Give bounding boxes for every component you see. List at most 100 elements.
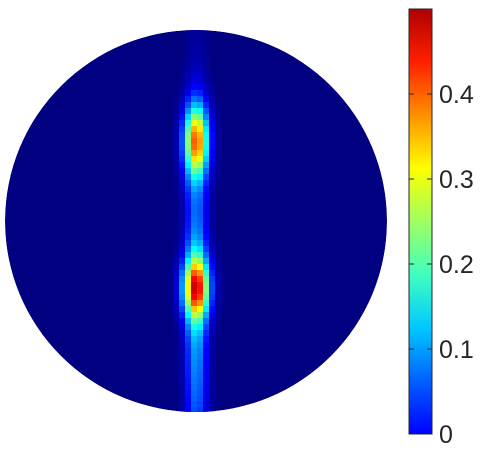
heatmap-cell (167, 294, 174, 301)
heatmap-cell (185, 324, 192, 331)
heatmap-cell (179, 288, 186, 295)
heatmap-cell (203, 246, 210, 253)
heatmap-cell (203, 210, 210, 217)
heatmap-cell (209, 198, 216, 205)
heatmap-cell (197, 288, 204, 295)
heatmap-cell (203, 222, 210, 229)
heatmap-cell (203, 48, 210, 55)
heatmap-cell (191, 36, 198, 43)
heatmap-cell (203, 126, 210, 133)
heatmap-cell (173, 288, 180, 295)
heatmap-cell (215, 132, 222, 139)
heatmap-cell (197, 372, 204, 379)
heatmap-cell (203, 30, 210, 37)
heatmap-cell (167, 282, 174, 289)
heatmap-cell (191, 210, 198, 217)
heatmap-cell (185, 378, 192, 385)
heatmap-cell (185, 306, 192, 313)
heatmap-cell (185, 162, 192, 169)
heatmap-cell (209, 162, 216, 169)
colorbar-frame (408, 8, 433, 435)
heatmap-cell (197, 366, 204, 373)
heatmap-cell (191, 270, 198, 277)
heatmap-cell (191, 48, 198, 55)
heatmap-cell (191, 120, 198, 127)
heatmap-cell (203, 378, 210, 385)
heatmap-cell (173, 324, 180, 331)
heatmap-cell (197, 264, 204, 271)
heatmap-cell (203, 174, 210, 181)
heatmap-cell (191, 276, 198, 283)
heatmap-cell (203, 300, 210, 307)
heatmap-cell (215, 180, 222, 187)
heatmap-cell (191, 348, 198, 355)
heatmap-cell (179, 318, 186, 325)
heatmap-cell (191, 360, 198, 367)
heatmap-cell (185, 330, 192, 337)
heatmap-cell (203, 366, 210, 373)
heatmap-cell (191, 84, 198, 91)
heatmap-cell (203, 144, 210, 151)
heatmap-cell (197, 36, 204, 43)
heatmap-cell (197, 408, 204, 412)
heatmap-cell (185, 102, 192, 109)
heatmap-cell (203, 132, 210, 139)
heatmap-cell (173, 156, 180, 163)
heatmap-cell (173, 198, 180, 205)
heatmap-cell (167, 276, 174, 283)
colorbar-gradient (409, 9, 432, 434)
heatmap-cell (197, 216, 204, 223)
heatmap-cell (203, 360, 210, 367)
heatmap-cell (179, 210, 186, 217)
heatmap-cell (191, 150, 198, 157)
heatmap-cell (209, 120, 216, 127)
heatmap-cell (179, 108, 186, 115)
heatmap-cell (191, 336, 198, 343)
heatmap-cell (209, 366, 216, 373)
heatmap-cell (179, 72, 186, 79)
heatmap-cell (185, 300, 192, 307)
heatmap-cell (197, 144, 204, 151)
heatmap-cell (173, 264, 180, 271)
heatmap-cell (191, 126, 198, 133)
heatmap-cell (173, 180, 180, 187)
heatmap-cell (209, 318, 216, 325)
heatmap-cell (203, 168, 210, 175)
heatmap-cell (203, 216, 210, 223)
heatmap-cell (173, 372, 180, 379)
heatmap-cell (173, 204, 180, 211)
heatmap-cell (203, 306, 210, 313)
heatmap-cell (209, 90, 216, 97)
heatmap-cell (179, 348, 186, 355)
heatmap-cell (191, 282, 198, 289)
heatmap-cell (185, 108, 192, 115)
heatmap-cell (185, 354, 192, 361)
heatmap-cell (185, 90, 192, 97)
heatmap-cell (185, 144, 192, 151)
heatmap-cell (179, 300, 186, 307)
heatmap-cell (197, 228, 204, 235)
colorbar-tick-label: 0.3 (439, 166, 474, 194)
heatmap-cell (203, 150, 210, 157)
heatmap-cell (179, 216, 186, 223)
heatmap-cell (173, 216, 180, 223)
heatmap-cell (209, 72, 216, 79)
heatmap-cell (191, 408, 198, 412)
heatmap-cell (197, 192, 204, 199)
heatmap-cell (203, 402, 210, 409)
heatmap-cell (191, 174, 198, 181)
heatmap-cell (209, 306, 216, 313)
heatmap-cell (197, 252, 204, 259)
heatmap-cell (197, 354, 204, 361)
heatmap-cell (197, 60, 204, 67)
heatmap-cell (197, 300, 204, 307)
heatmap-cell (173, 120, 180, 127)
heatmap-cell (197, 54, 204, 61)
heatmap-cell (209, 186, 216, 193)
heatmap-cell (179, 66, 186, 73)
heatmap-cell (203, 180, 210, 187)
heatmap-cell (173, 234, 180, 241)
heatmap-cell (209, 144, 216, 151)
heatmap-cell (179, 138, 186, 145)
